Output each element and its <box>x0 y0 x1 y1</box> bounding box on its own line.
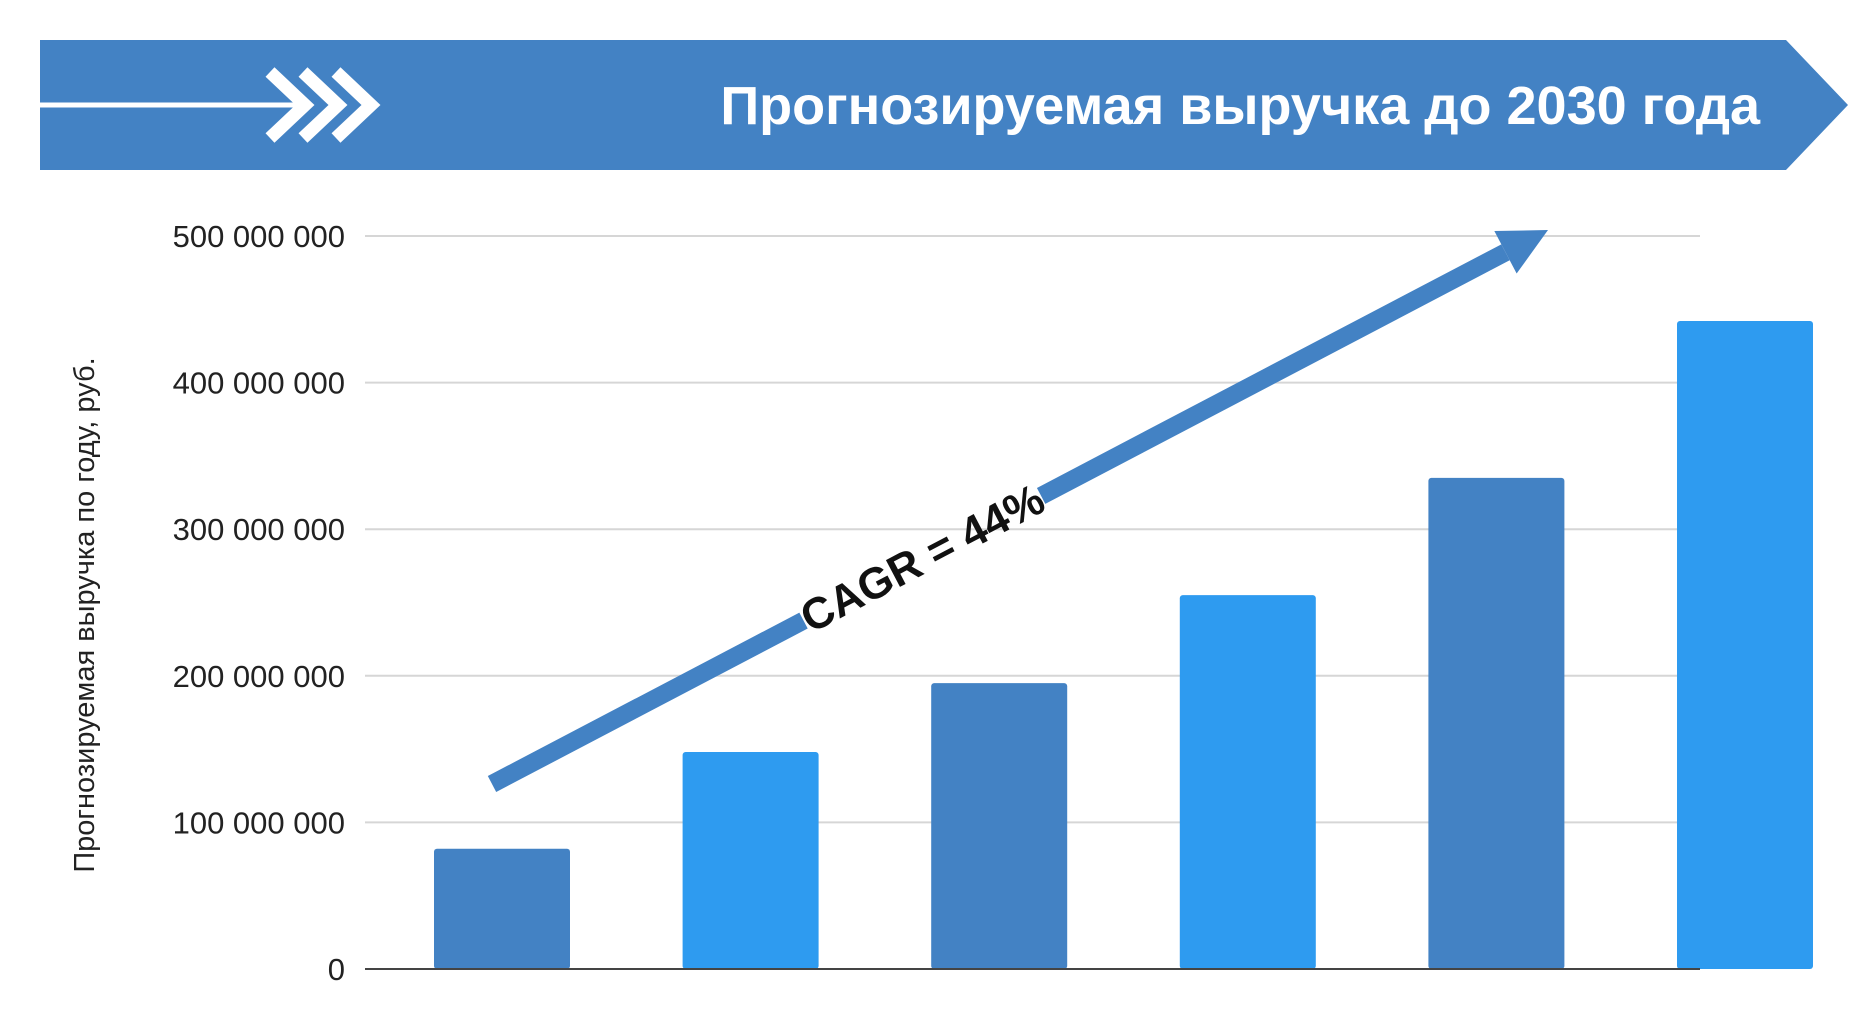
page-title: Прогнозируемая выручка до 2030 года <box>720 76 1761 136</box>
bar <box>434 848 570 969</box>
grid-lines <box>365 235 1700 824</box>
header-banner: Прогнозируемая выручка до 2030 года <box>40 40 1848 170</box>
y-axis-title: Прогнозируемая выручка по году, руб. <box>69 357 101 872</box>
y-tick-label: 100 000 000 <box>173 805 345 840</box>
bar <box>931 683 1068 969</box>
y-tick-label: 0 <box>328 952 345 987</box>
y-tick-label: 500 000 000 <box>173 219 345 254</box>
chevrons-arrow-right-icon <box>40 67 381 143</box>
y-tick-label: 200 000 000 <box>173 659 345 694</box>
bars <box>434 321 1813 969</box>
bar <box>682 752 819 969</box>
bar <box>1677 321 1813 969</box>
bar <box>1179 595 1316 969</box>
trend-arrow-segment <box>487 612 808 792</box>
banner-arrow-shape <box>40 40 1848 170</box>
trend-arrow-head <box>1494 230 1548 274</box>
trend-arrow-segment <box>1036 244 1510 504</box>
y-tick-label: 300 000 000 <box>173 512 345 547</box>
cagr-label: CAGR = 44% <box>793 475 1053 643</box>
y-axis-ticks: 0 100 000 000 200 000 000 300 000 000 400 00… <box>173 219 345 987</box>
y-tick-label: 400 000 000 <box>173 366 345 401</box>
bar <box>1428 477 1565 969</box>
